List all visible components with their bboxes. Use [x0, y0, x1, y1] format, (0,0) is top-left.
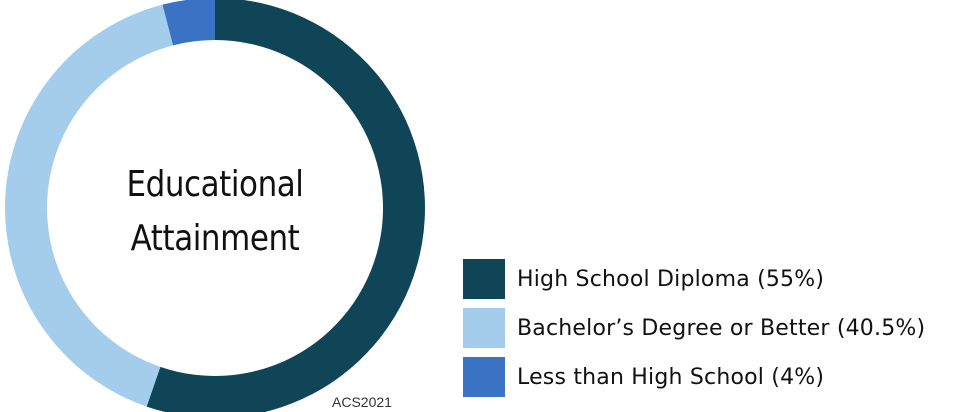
legend-swatch-high-school — [463, 259, 505, 299]
donut-slice-high-school — [146, 0, 425, 412]
donut-slice-bachelors — [4, 4, 174, 407]
legend-label-high-school: High School Diploma (55%) — [517, 266, 825, 292]
legend-label-less-than-high-school: Less than High School (4%) — [517, 364, 825, 390]
legend-item-bachelors: Bachelor’s Degree or Better (40.5%) — [463, 308, 925, 348]
chart-title-line-1: Educational — [126, 164, 304, 205]
source-note: ACS2021 — [332, 394, 392, 410]
chart-title-line-2: Attainment — [130, 218, 300, 259]
donut-chart — [4, 0, 425, 412]
legend-swatch-bachelors — [463, 308, 505, 348]
legend-swatch-less-than-high-school — [463, 357, 505, 397]
legend-item-less-than-high-school: Less than High School (4%) — [463, 357, 925, 397]
donut-slice-less-than-high-school — [162, 0, 215, 46]
legend: High School Diploma (55%) Bachelor’s Deg… — [463, 259, 925, 406]
legend-item-high-school: High School Diploma (55%) — [463, 259, 925, 299]
legend-label-bachelors: Bachelor’s Degree or Better (40.5%) — [517, 315, 926, 341]
chart-title: Educational Attainment — [65, 158, 366, 266]
